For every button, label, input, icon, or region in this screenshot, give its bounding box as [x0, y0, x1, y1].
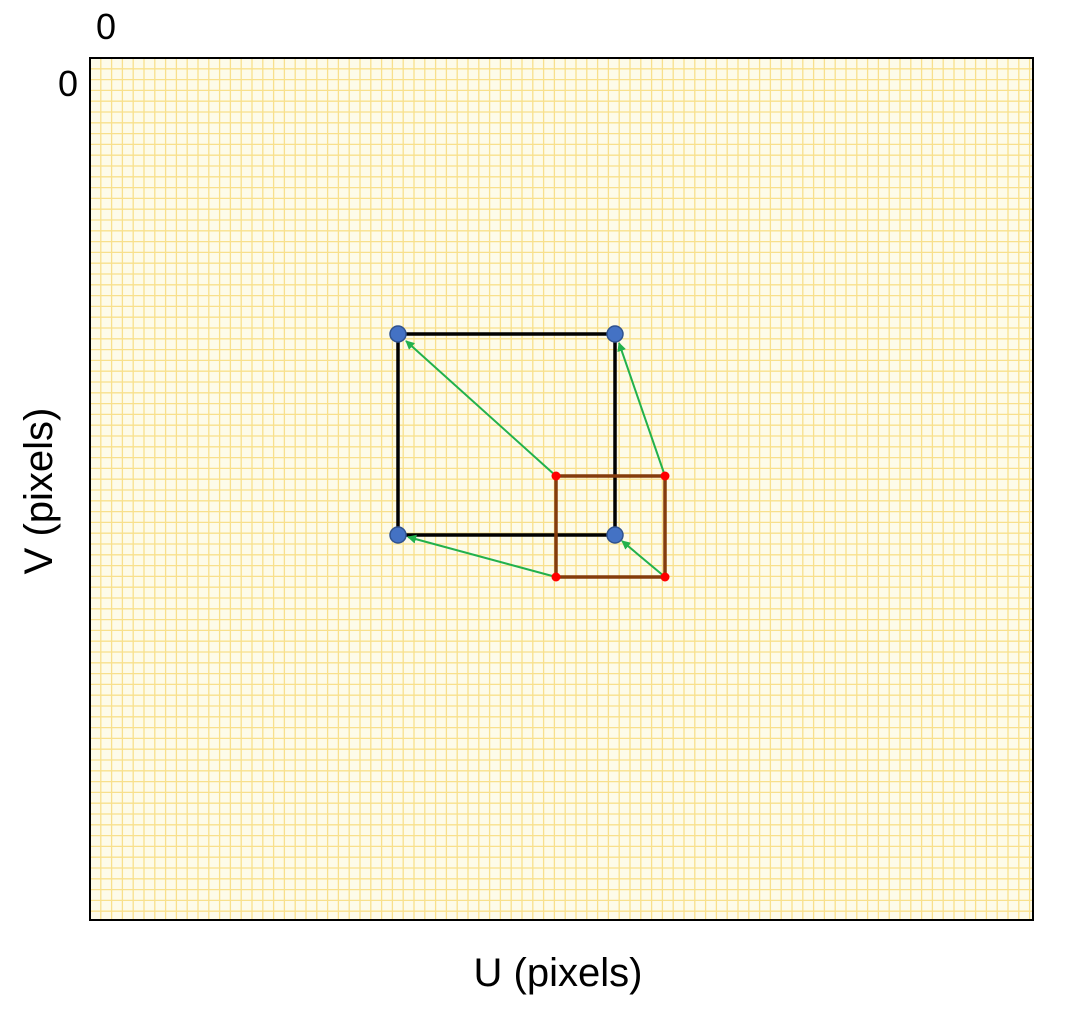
large-square	[396, 332, 617, 537]
small-square-corner-top-right	[660, 471, 670, 481]
arrow-top-right	[617, 342, 666, 477]
small-square-corner-bottom-right	[660, 572, 670, 582]
large-square-corner-top-right	[606, 325, 624, 343]
origin-u-label: 0	[96, 6, 116, 47]
large-square-corner-bottom-right	[606, 526, 624, 544]
pixel-grid	[90, 58, 1033, 920]
small-square-corner-top-left	[551, 471, 561, 481]
image-plane-frame	[89, 57, 1034, 921]
y-axis-label: V (pixels)	[17, 408, 61, 575]
arrow-top-left	[405, 340, 557, 477]
large-square-corner-top-left	[389, 325, 407, 343]
large-square-corner-bottom-left	[389, 526, 407, 544]
arrow-bottom-right	[621, 540, 666, 578]
small-square	[554, 474, 667, 579]
small-square-corner-bottom-left	[551, 572, 561, 582]
image-plane-background	[90, 58, 1033, 920]
origin-v-label: 0	[58, 63, 78, 104]
x-axis-label: U (pixels)	[474, 951, 643, 995]
arrow-bottom-left	[407, 534, 557, 578]
